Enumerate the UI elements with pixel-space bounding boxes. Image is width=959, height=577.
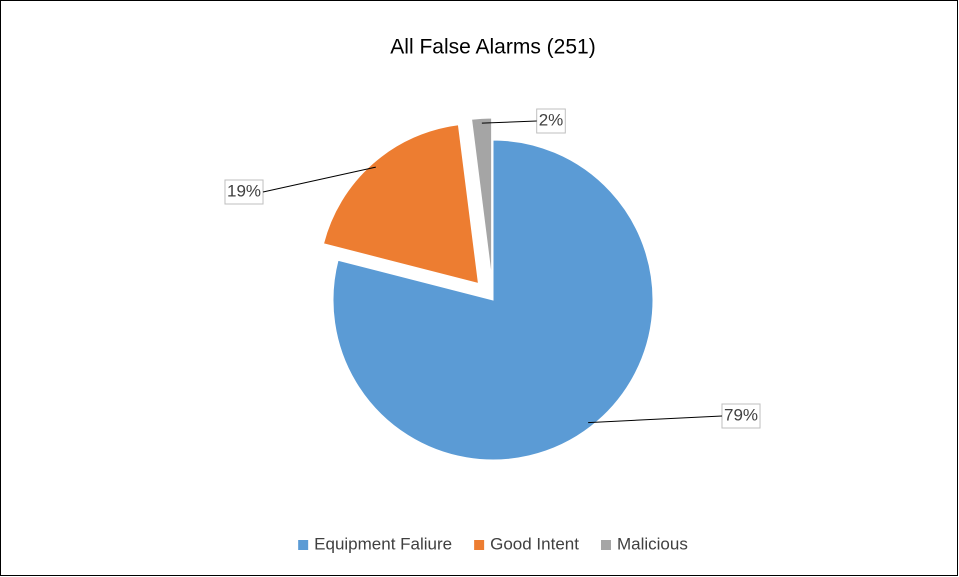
legend-swatch: [474, 540, 485, 550]
data-label: 79%: [724, 405, 758, 424]
leader-line: [262, 166, 376, 193]
pie-slice: [332, 139, 654, 461]
leader-line: [481, 120, 537, 124]
leader-line: [588, 415, 723, 424]
legend-label: Equipment Faliure: [314, 534, 452, 553]
pie-slice: [471, 117, 493, 279]
chart-title: All False Alarms (251): [390, 36, 595, 59]
legend-label: Good Intent: [490, 534, 579, 553]
legend-swatch: [298, 540, 309, 550]
legend-label: Malicious: [617, 534, 688, 553]
data-label: 19%: [227, 181, 261, 200]
data-label: 2%: [539, 110, 564, 129]
pie-slice: [322, 124, 480, 285]
legend-swatch: [600, 540, 611, 550]
